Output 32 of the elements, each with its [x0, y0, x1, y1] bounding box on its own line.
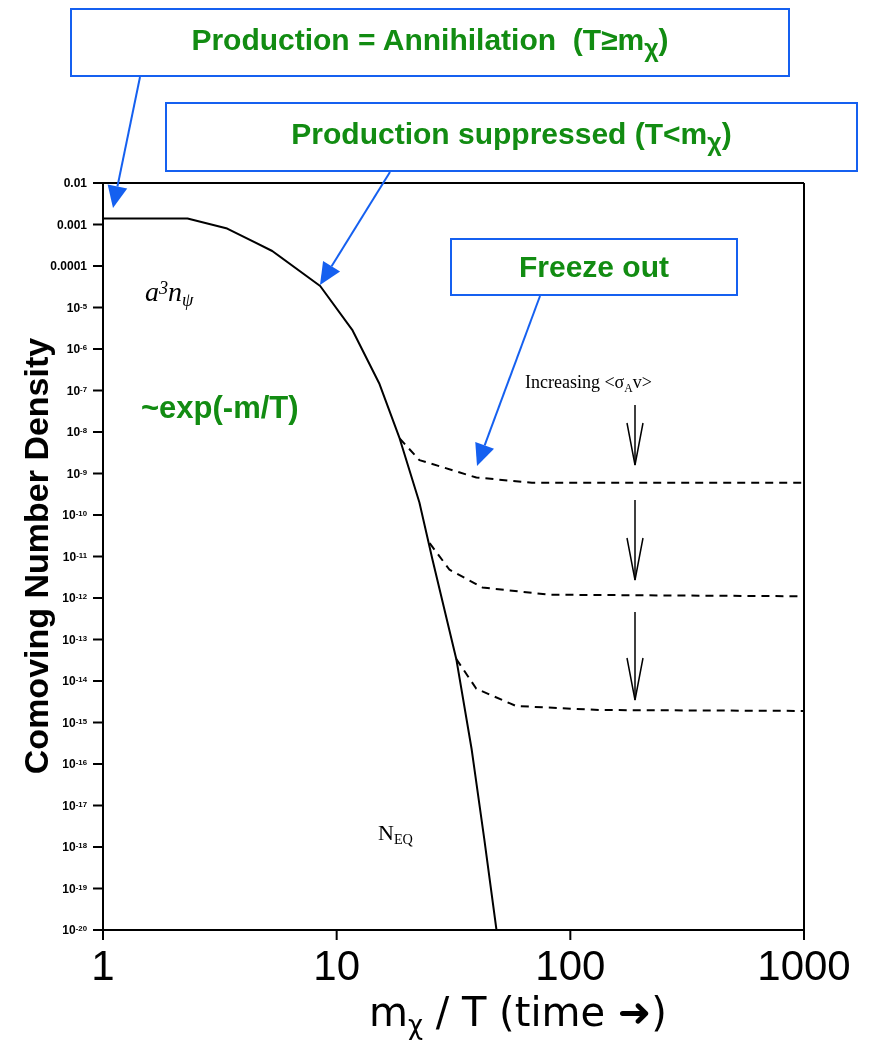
y-tick-label: 10$^{-11}$ [62, 549, 88, 564]
y-tick-label: 10$^{-12}$ [62, 591, 88, 605]
y-tick-label: 10$^{-8}$ [66, 425, 88, 439]
x-tick-label: 1000 [757, 942, 851, 989]
annotation: a$^{3}$n$_{ψ}$ [145, 276, 195, 311]
y-tick-label: 10$^{-6}$ [66, 342, 88, 356]
text: N$_{EQ}$ [378, 820, 414, 848]
y-tick-label: 10$^{-19}$ [62, 881, 88, 896]
y-tick-label: 10$^{-18}$ [62, 840, 88, 854]
x-tick-label: 100 [535, 942, 606, 989]
annotation: Increasing <σ$_{A}$v> [525, 372, 652, 395]
y-tick-label: 10$^{-9}$ [66, 466, 88, 481]
y-tick-label: 0.001 [56, 217, 88, 232]
x-axis-title: m$_{χ}$ / T (time ➜) [369, 989, 667, 1040]
text: Production suppressed (T<m$_{χ}$) [291, 117, 732, 157]
y-tick-label: 10$^{-5}$ [66, 300, 88, 315]
y-axis-title: Comoving Number Density [17, 337, 55, 775]
x-tick-label: 1 [91, 942, 115, 989]
y-tick-label: 10$^{-14}$ [62, 674, 88, 688]
y-tick-label: 10$^{-16}$ [62, 757, 88, 771]
y-tick-label: 10$^{-15}$ [62, 715, 88, 730]
annotation: ~exp(-m/T) [141, 390, 299, 425]
y-tick-label: 10$^{-7}$ [66, 383, 87, 398]
y-tick-label: 10$^{-10}$ [62, 508, 88, 522]
y-tick-label: 10$^{-17}$ [62, 798, 87, 813]
y-tick-label: 0.01 [63, 176, 88, 190]
annotation: Freeze out [518, 250, 670, 284]
y-tick-label: 10$^{-20}$ [62, 923, 88, 937]
y-tick-label: 10$^{-13}$ [62, 632, 88, 647]
x-tick-label: 10 [313, 942, 361, 989]
text: Production = Annihilation (T≥m$_{χ}$) [191, 22, 669, 63]
y-tick-label: 0.0001 [50, 259, 88, 273]
